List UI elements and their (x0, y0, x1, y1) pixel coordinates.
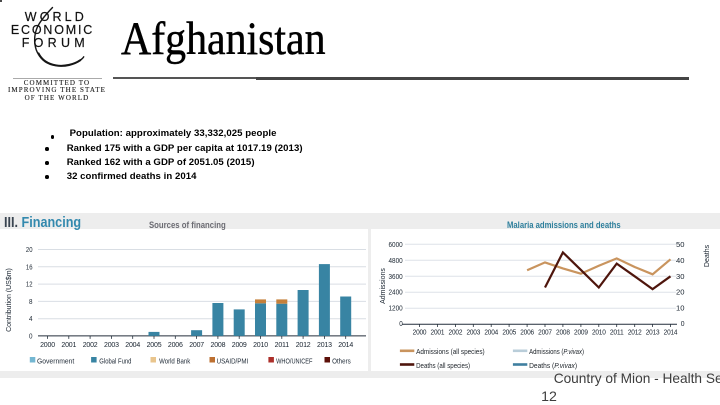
svg-text:6000: 6000 (389, 242, 403, 249)
svg-text:3600: 3600 (389, 274, 403, 281)
svg-text:WHO/UNICEF: WHO/UNICEF (276, 359, 312, 366)
svg-text:2014: 2014 (338, 342, 353, 349)
svg-text:2005: 2005 (147, 342, 162, 349)
svg-text:12: 12 (26, 280, 33, 289)
svg-text:20: 20 (676, 290, 685, 297)
svg-text:16: 16 (26, 262, 33, 271)
svg-text:2003: 2003 (466, 330, 480, 337)
svg-text:50: 50 (676, 242, 685, 249)
svg-text:2011: 2011 (275, 342, 290, 349)
svg-text:2001: 2001 (61, 342, 76, 349)
svg-text:USAID/PMI: USAID/PMI (217, 359, 249, 366)
svg-text:2006: 2006 (168, 342, 183, 349)
svg-text:2007: 2007 (538, 330, 552, 337)
svg-text:2001: 2001 (431, 330, 445, 337)
svg-text:10: 10 (676, 306, 685, 313)
svg-text:Admissions (P.vivax): Admissions (P.vivax) (529, 347, 584, 356)
svg-text:2006: 2006 (520, 330, 534, 337)
svg-text:2008: 2008 (211, 342, 226, 349)
svg-text:2007: 2007 (189, 342, 204, 349)
svg-text:Deaths (all species): Deaths (all species) (416, 361, 470, 370)
svg-text:2010: 2010 (253, 342, 268, 349)
svg-text:Contribution (US$m): Contribution (US$m) (6, 268, 13, 332)
svg-text:40: 40 (676, 258, 685, 265)
svg-text:2014: 2014 (664, 330, 678, 337)
svg-text:2009: 2009 (232, 342, 247, 349)
svg-text:2004: 2004 (484, 330, 498, 337)
svg-text:2009: 2009 (574, 330, 588, 337)
svg-text:Global Fund: Global Fund (99, 359, 131, 366)
svg-text:0: 0 (29, 331, 33, 340)
svg-text:2000: 2000 (413, 330, 427, 337)
svg-text:2002: 2002 (449, 330, 463, 337)
svg-text:Deaths (P.vivax): Deaths (P.vivax) (529, 361, 577, 370)
svg-text:2010: 2010 (592, 330, 606, 337)
svg-text:Government: Government (37, 359, 74, 366)
svg-text:2012: 2012 (628, 330, 642, 337)
svg-text:2002: 2002 (83, 342, 98, 349)
svg-text:0: 0 (399, 321, 403, 328)
svg-text:World Bank: World Bank (159, 359, 191, 366)
svg-text:2013: 2013 (646, 330, 660, 337)
svg-text:Admissions (all species): Admissions (all species) (416, 347, 485, 356)
svg-text:Others: Others (332, 359, 351, 366)
svg-text:2011: 2011 (610, 330, 624, 337)
svg-text:0: 0 (681, 321, 685, 328)
svg-text:8: 8 (29, 297, 33, 306)
svg-text:4800: 4800 (389, 258, 403, 265)
svg-text:2013: 2013 (317, 342, 332, 349)
svg-text:1200: 1200 (389, 306, 403, 313)
svg-text:2000: 2000 (40, 342, 55, 349)
svg-text:2003: 2003 (104, 342, 119, 349)
svg-text:2004: 2004 (125, 342, 140, 349)
svg-text:4: 4 (29, 314, 33, 323)
svg-text:30: 30 (676, 274, 685, 281)
svg-text:2012: 2012 (296, 342, 311, 349)
svg-text:Deaths: Deaths (704, 244, 711, 267)
svg-text:20: 20 (26, 245, 33, 254)
svg-text:2005: 2005 (502, 330, 516, 337)
svg-text:Admissions: Admissions (380, 268, 387, 304)
svg-text:2008: 2008 (556, 330, 570, 337)
svg-text:2400: 2400 (389, 290, 403, 297)
